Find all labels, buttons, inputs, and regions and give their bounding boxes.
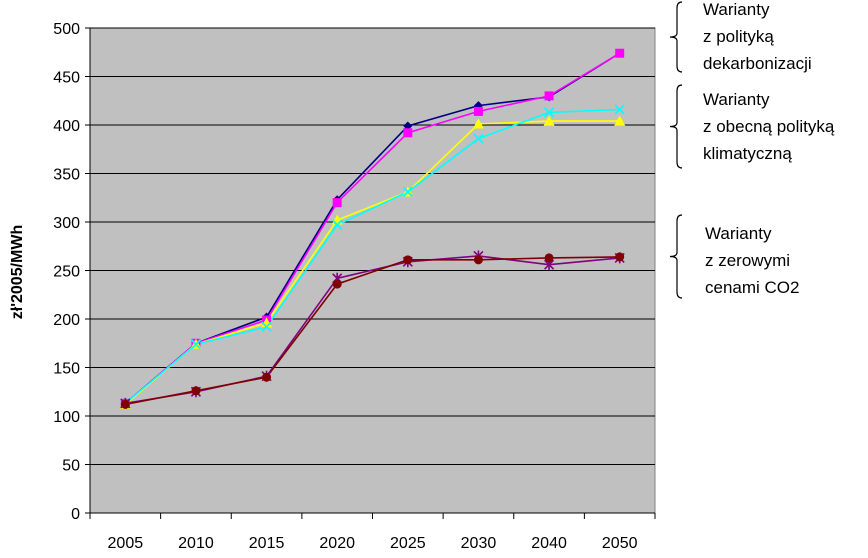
annotation-text-current: Warianty [703, 90, 770, 109]
data-point-s3 [543, 115, 555, 126]
annotation-text-zero: z zerowymi [705, 251, 790, 270]
data-point-s4 [473, 133, 484, 144]
annotation-text-zero: Warianty [705, 224, 772, 243]
series-line-4 [124, 108, 620, 405]
series-line-6 [125, 256, 620, 406]
annotation-text-decarb: Warianty [703, 0, 770, 19]
data-point-s6 [403, 255, 413, 265]
x-tick-label: 2050 [602, 535, 638, 552]
y-axis-label: zł'2005/MWh [9, 225, 26, 320]
y-tick-label: 350 [53, 167, 80, 184]
y-tick-label: 150 [53, 361, 80, 378]
y-tick-label: 50 [62, 458, 80, 475]
data-point-s2 [332, 198, 342, 208]
gridlines [90, 27, 655, 465]
annotation-text-decarb: dekarbonizacji [703, 54, 812, 73]
series-markers [119, 48, 626, 409]
data-point-s6 [332, 279, 342, 289]
data-point-s4 [190, 339, 202, 350]
y-tick-label: 400 [53, 118, 80, 135]
data-point-s6 [473, 255, 483, 265]
y-tick-label: 250 [53, 264, 80, 281]
data-point-s6 [262, 372, 272, 382]
x-tick-label: 2030 [461, 535, 497, 552]
data-point-s4 [332, 219, 343, 231]
annotation-text-zero: cenami CO2 [705, 278, 799, 297]
data-point-s6 [544, 253, 554, 263]
data-point-s4 [402, 186, 413, 198]
data-point-s4 [261, 321, 272, 332]
series-line-2 [124, 52, 621, 405]
annotation-bracket-current [669, 84, 683, 169]
annotation-text-current: z obecną polityką [703, 117, 835, 136]
data-point-s3 [472, 118, 484, 129]
data-point-s4 [614, 104, 625, 115]
x-tick-label: 2025 [390, 535, 426, 552]
annotation-text-current: klimatyczną [703, 144, 792, 163]
series-lines [124, 52, 621, 406]
x-tick-label: 2010 [178, 535, 214, 552]
data-point-s2 [473, 106, 483, 116]
data-point-s6 [191, 386, 201, 396]
annotation-text-decarb: z polityką [703, 27, 774, 46]
annotation-bracket-decarb [669, 1, 683, 73]
data-point-s6 [120, 399, 130, 409]
x-tick-label: 2040 [531, 535, 567, 552]
annotation-bracket-zero [669, 214, 683, 299]
y-tick-label: 100 [53, 409, 80, 426]
data-point-s4 [543, 107, 555, 118]
x-tick-label: 2020 [319, 535, 355, 552]
annotations: Warianty z polityką dekarbonizacji Warianty… [669, 0, 835, 299]
data-point-s2 [615, 48, 625, 58]
y-tick-label: 200 [53, 312, 80, 329]
y-tick-label: 450 [53, 70, 80, 87]
data-point-s6 [615, 252, 625, 262]
data-point-s1 [403, 121, 413, 131]
axes: 0 50 100 150 200 250 300 350 400 450 500 2005 2010 20… [53, 21, 656, 552]
data-point-s3 [614, 115, 626, 126]
y-tick-label: 300 [53, 215, 80, 232]
x-tick-label: 2015 [249, 535, 285, 552]
y-tick-label: 0 [71, 506, 80, 523]
data-point-s2 [403, 128, 413, 138]
x-tick-label: 2005 [108, 535, 144, 552]
data-point-s2 [544, 91, 554, 101]
y-tick-label: 500 [53, 21, 80, 38]
